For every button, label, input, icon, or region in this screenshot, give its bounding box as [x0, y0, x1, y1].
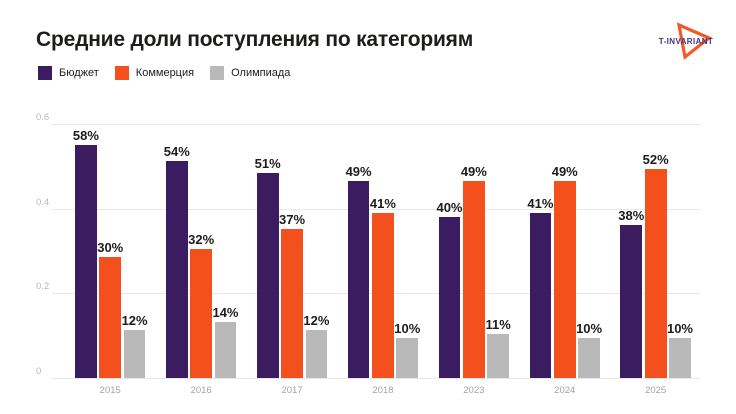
bar-budget-2015 [75, 144, 97, 378]
chart-legend: Бюджет Коммерция Олимпиада [38, 66, 290, 80]
bar-value-label: 41% [369, 196, 396, 212]
bar-budget-2017 [256, 172, 279, 378]
bar-value-label: 12% [303, 312, 330, 328]
bar-commerce-2015 [99, 257, 122, 378]
y-axis-tick: 0.4 [36, 196, 50, 208]
legend-item-commerce: Коммерция [114, 66, 195, 80]
bar-commerce-2016 [190, 249, 213, 378]
x-axis-tick: 2024 [554, 385, 576, 396]
bar-olympiad-2017 [305, 329, 328, 378]
legend-swatch-olympiad [210, 66, 225, 80]
bar-value-label: 54% [163, 143, 190, 159]
x-axis-tick: 2017 [281, 385, 303, 396]
legend-swatch-budget [38, 66, 52, 80]
legend-swatch-commerce [114, 66, 129, 80]
logo-text: T-INVARIANT [658, 37, 714, 46]
bar-olympiad-2016 [214, 321, 237, 378]
bar-budget-2016 [165, 160, 188, 378]
bar-chart: 0 0.2 0.4 0.6 58% 30% 12% 2015 54% 32% 14% 2016 51% 3… [0, 110, 736, 410]
x-axis-tick: 2018 [372, 385, 394, 396]
bar-value-label: 40% [436, 200, 463, 216]
t-invariant-logo: T-INVARIANT [650, 22, 722, 60]
bar-value-label: 32% [188, 232, 215, 248]
bar-value-label: 37% [279, 212, 306, 228]
legend-item-olympiad: Олимпиада [210, 66, 290, 80]
x-axis-tick: 2023 [463, 385, 485, 396]
bar-commerce-2018 [372, 213, 394, 378]
bar-commerce-2025 [644, 168, 667, 378]
gridline-0 [52, 378, 700, 379]
logo-triangle-icon [676, 22, 712, 60]
bar-value-label: 10% [394, 320, 421, 336]
bar-value-label: 41% [527, 196, 554, 212]
bar-budget-2023 [438, 217, 461, 378]
bar-value-label: 49% [551, 163, 578, 179]
bar-budget-2024 [529, 213, 552, 378]
bar-olympiad-2024 [578, 337, 600, 378]
legend-label: Бюджет [59, 67, 99, 79]
bar-olympiad-2018 [396, 337, 419, 378]
bar-value-label: 10% [666, 320, 693, 336]
bar-olympiad-2015 [123, 329, 146, 378]
gridline-0.4 [52, 208, 700, 210]
legend-item-budget: Бюджет [38, 66, 99, 80]
bar-value-label: 51% [254, 155, 281, 171]
bar-commerce-2023 [462, 180, 485, 378]
legend-label: Олимпиада [231, 67, 291, 79]
bar-value-label: 49% [460, 163, 487, 179]
x-axis-tick: 2016 [190, 385, 212, 396]
bar-value-label: 38% [618, 208, 645, 224]
bar-olympiad-2023 [487, 333, 510, 378]
bar-value-label: 12% [121, 312, 148, 328]
y-axis-tick: 0.6 [36, 112, 50, 123]
y-axis-tick: 0 [36, 366, 42, 377]
bar-commerce-2017 [281, 229, 303, 378]
x-axis-tick: 2025 [645, 385, 667, 396]
x-axis-tick: 2015 [99, 385, 121, 396]
gridline-0.6 [52, 124, 700, 125]
bar-olympiad-2025 [669, 337, 691, 378]
bar-budget-2018 [347, 180, 370, 378]
bar-value-label: 49% [345, 163, 372, 179]
bar-value-label: 58% [72, 127, 99, 143]
bar-value-label: 11% [485, 316, 511, 332]
chart-title: Средние доли поступления по категориям [36, 28, 474, 51]
bar-value-label: 14% [212, 304, 239, 320]
legend-label: Коммерция [135, 67, 195, 79]
bar-value-label: 52% [642, 151, 669, 167]
bar-budget-2025 [620, 225, 643, 378]
bar-value-label: 30% [97, 240, 124, 256]
y-axis-tick: 0.2 [36, 281, 50, 293]
bar-commerce-2024 [553, 180, 576, 378]
bar-value-label: 10% [576, 320, 603, 336]
